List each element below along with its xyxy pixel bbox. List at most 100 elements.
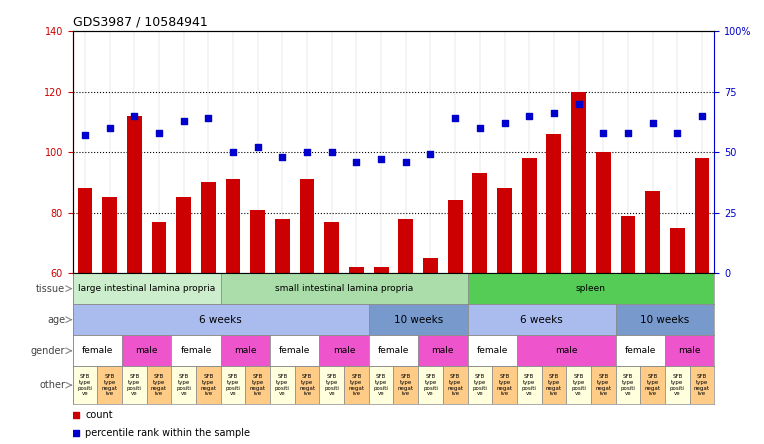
Bar	[616, 335, 665, 366]
Bar	[596, 152, 610, 273]
Point	[202, 115, 215, 122]
Bar	[73, 366, 97, 404]
Bar	[468, 366, 492, 404]
Text: SFB
type
positi
ve: SFB type positi ve	[127, 374, 142, 396]
Text: female: female	[279, 346, 310, 355]
Text: tissue: tissue	[36, 284, 65, 293]
Bar	[221, 273, 468, 304]
Text: count: count	[86, 410, 113, 420]
Bar	[665, 366, 690, 404]
Bar	[275, 218, 290, 273]
Bar	[73, 335, 122, 366]
Bar	[196, 366, 221, 404]
Bar	[423, 258, 438, 273]
Text: SFB
type
negat
ive: SFB type negat ive	[398, 374, 414, 396]
Point	[498, 119, 510, 127]
Bar	[670, 228, 685, 273]
Point	[646, 119, 659, 127]
Text: SFB
type
positi
ve: SFB type positi ve	[77, 374, 92, 396]
Bar	[542, 366, 566, 404]
Point	[277, 153, 289, 160]
Bar	[225, 179, 241, 273]
Point	[672, 129, 684, 136]
Bar	[646, 191, 660, 273]
Text: SFB
type
positi
ve: SFB type positi ve	[324, 374, 339, 396]
Text: male: male	[678, 346, 701, 355]
Bar	[102, 198, 117, 273]
Bar	[295, 366, 319, 404]
Point	[325, 148, 338, 156]
Text: SFB
type
positi
ve: SFB type positi ve	[670, 374, 685, 396]
Bar	[325, 222, 339, 273]
Bar	[472, 173, 487, 273]
Bar	[640, 366, 665, 404]
Text: SFB
type
negat
ive: SFB type negat ive	[497, 374, 513, 396]
Text: SFB
type
positi
ve: SFB type positi ve	[571, 374, 586, 396]
Point	[301, 148, 313, 156]
Text: male: male	[432, 346, 454, 355]
Bar	[620, 216, 636, 273]
Text: gender: gender	[31, 346, 65, 356]
Point	[424, 151, 436, 158]
Bar	[151, 222, 167, 273]
Bar	[122, 335, 171, 366]
Text: SFB
type
negat
ive: SFB type negat ive	[645, 374, 661, 396]
Text: SFB
type
negat
ive: SFB type negat ive	[299, 374, 315, 396]
Point	[70, 412, 82, 419]
Bar	[369, 366, 393, 404]
Bar	[571, 91, 586, 273]
Text: SFB
type
positi
ve: SFB type positi ve	[472, 374, 487, 396]
Bar	[127, 116, 141, 273]
Text: SFB
type
positi
ve: SFB type positi ve	[374, 374, 389, 396]
Point	[449, 115, 461, 122]
Point	[153, 129, 165, 136]
Bar	[270, 335, 319, 366]
Bar	[418, 366, 443, 404]
Text: SFB
type
negat
ive: SFB type negat ive	[102, 374, 118, 396]
Point	[375, 156, 387, 163]
Point	[696, 112, 708, 119]
Point	[351, 158, 363, 165]
Text: SFB
type
negat
ive: SFB type negat ive	[200, 374, 216, 396]
Text: male: male	[234, 346, 257, 355]
Text: SFB
type
positi
ve: SFB type positi ve	[225, 374, 241, 396]
Text: female: female	[377, 346, 410, 355]
Bar	[468, 304, 616, 335]
Point	[548, 110, 560, 117]
Bar	[176, 198, 191, 273]
Bar	[97, 366, 122, 404]
Point	[474, 124, 486, 131]
Point	[572, 100, 584, 107]
Text: male: male	[555, 346, 578, 355]
Bar	[171, 366, 196, 404]
Text: other: other	[39, 380, 65, 390]
Bar	[492, 366, 517, 404]
Bar	[221, 366, 245, 404]
Text: SFB
type
negat
ive: SFB type negat ive	[151, 374, 167, 396]
Bar	[591, 366, 616, 404]
Text: male: male	[135, 346, 158, 355]
Bar	[270, 366, 295, 404]
Bar	[73, 304, 369, 335]
Point	[523, 112, 536, 119]
Bar	[73, 273, 221, 304]
Bar	[245, 366, 270, 404]
Point	[70, 429, 82, 436]
Bar	[251, 210, 265, 273]
Point	[177, 117, 189, 124]
Bar	[616, 304, 714, 335]
Bar	[665, 335, 714, 366]
Bar	[517, 366, 542, 404]
Bar	[418, 335, 468, 366]
Text: female: female	[82, 346, 113, 355]
Text: small intestinal lamina propria: small intestinal lamina propria	[275, 284, 413, 293]
Bar	[122, 366, 147, 404]
Text: female: female	[477, 346, 508, 355]
Bar	[497, 188, 512, 273]
Text: GDS3987 / 10584941: GDS3987 / 10584941	[73, 16, 207, 28]
Bar	[694, 158, 710, 273]
Bar	[77, 188, 92, 273]
Bar	[448, 200, 462, 273]
Text: SFB
type
negat
ive: SFB type negat ive	[348, 374, 364, 396]
Point	[227, 148, 239, 156]
